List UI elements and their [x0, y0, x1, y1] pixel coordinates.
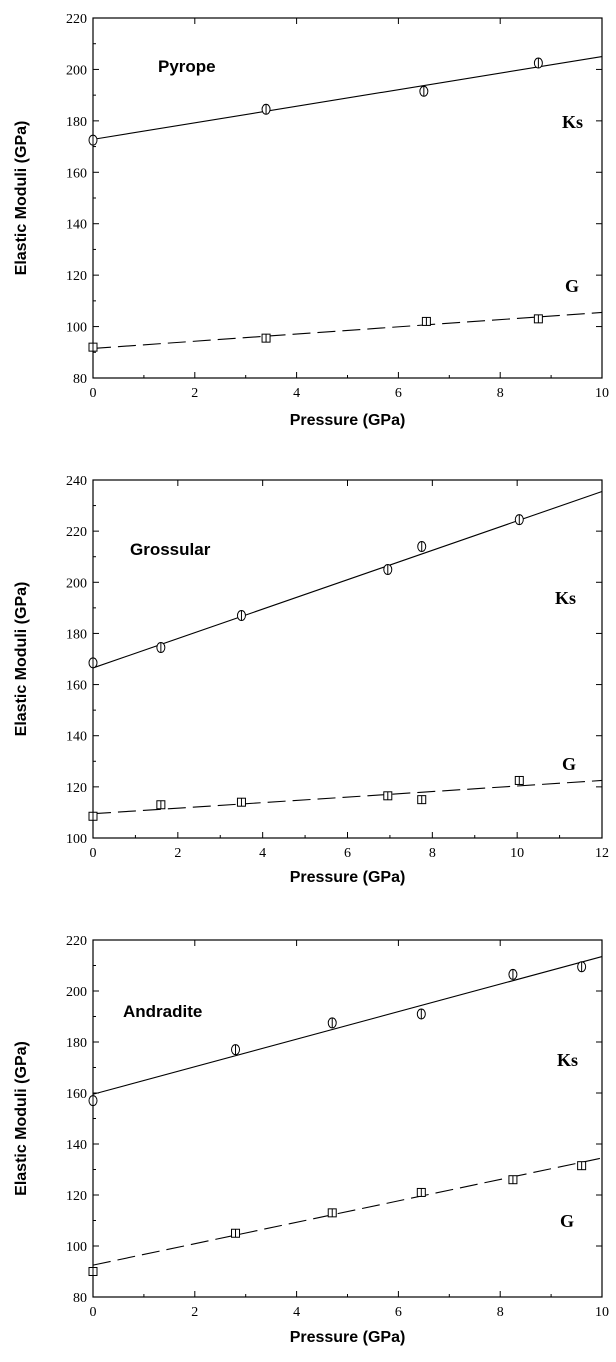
y-axis-title: Elastic Moduli (GPa)	[13, 121, 30, 276]
x-tick-label: 10	[595, 1305, 609, 1320]
x-tick-label: 10	[595, 386, 609, 401]
x-tick-label: 4	[293, 1305, 300, 1320]
y-tick-label: 100	[66, 321, 87, 336]
y-tick-label: 220	[66, 934, 87, 949]
y-tick-label: 100	[66, 1240, 87, 1255]
y-axis-title: Elastic Moduli (GPa)	[13, 582, 30, 737]
x-axis-title: Pressure (GPa)	[290, 1329, 406, 1346]
y-tick-label: 220	[66, 525, 87, 540]
y-tick-label: 200	[66, 576, 87, 591]
y-tick-label: 200	[66, 985, 87, 1000]
y-tick-label: 160	[66, 1087, 87, 1102]
fit-line-ks	[92, 956, 603, 1095]
fit-line-g	[92, 779, 603, 815]
panel-title: Pyrope	[158, 57, 216, 76]
panel-title: Andradite	[123, 1002, 202, 1021]
x-tick-label: 0	[90, 1305, 97, 1320]
fit-line-ks	[92, 56, 603, 140]
series-label-g: G	[560, 1211, 574, 1231]
chart-panel-andradite: 0 2 4 6 8 10 80 100 120 140 160 180 200 220 Pressure (…	[13, 934, 609, 1346]
y-tick-label: 120	[66, 1189, 87, 1204]
y-tick-label: 100	[66, 832, 87, 847]
series-label-ks: Ks	[557, 1050, 578, 1070]
x-tick-label: 6	[395, 386, 402, 401]
y-tick-label: 80	[73, 372, 87, 387]
y-tick-label: 140	[66, 218, 87, 233]
y-tick-label: 240	[66, 474, 87, 489]
y-tick-label: 80	[73, 1291, 87, 1306]
y-tick-label: 140	[66, 730, 87, 745]
y-tick-label: 200	[66, 63, 87, 78]
fit-line-ks	[92, 490, 603, 669]
x-tick-label: 4	[259, 846, 266, 861]
x-tick-label: 8	[429, 846, 436, 861]
x-tick-label: 10	[510, 846, 524, 861]
x-tick-label: 12	[595, 846, 609, 861]
x-tick-label: 6	[395, 1305, 402, 1320]
x-tick-label: 8	[497, 1305, 504, 1320]
x-tick-label: 4	[293, 386, 300, 401]
x-tick-label: 6	[344, 846, 351, 861]
y-tick-label: 120	[66, 269, 87, 284]
chart-panel-pyrope: 0 2 4 6 8 10 80 100 120 140 160 180 200 220 Pressure (…	[13, 12, 609, 429]
series-label-g: G	[565, 276, 579, 296]
y-tick-label: 220	[66, 12, 87, 27]
y-tick-label: 180	[66, 627, 87, 642]
y-tick-label: 160	[66, 679, 87, 694]
x-tick-label: 2	[174, 846, 181, 861]
fit-line-g	[92, 1157, 603, 1266]
plot-frame	[92, 939, 603, 1298]
y-tick-label: 120	[66, 781, 87, 796]
x-tick-label: 0	[90, 846, 97, 861]
x-tick-label: 8	[497, 386, 504, 401]
chart-panel-grossular: 0 2 4 6 8 10 12 100 120 140 160 180 200 220 240 Pressur…	[13, 474, 609, 886]
x-tick-label: 0	[90, 386, 97, 401]
series-label-ks: Ks	[562, 112, 583, 132]
panel-title: Grossular	[130, 540, 211, 559]
y-tick-label: 160	[66, 166, 87, 181]
x-tick-label: 2	[191, 386, 198, 401]
y-tick-label: 180	[66, 115, 87, 130]
y-tick-label: 140	[66, 1138, 87, 1153]
x-axis-title: Pressure (GPa)	[290, 869, 406, 886]
fit-line-g	[92, 311, 603, 349]
series-label-ks: Ks	[555, 588, 576, 608]
x-tick-label: 2	[191, 1305, 198, 1320]
plot-frame	[92, 479, 603, 839]
series-label-g: G	[562, 754, 576, 774]
y-tick-label: 180	[66, 1036, 87, 1051]
x-axis-title: Pressure (GPa)	[290, 412, 406, 429]
y-axis-title: Elastic Moduli (GPa)	[13, 1041, 30, 1196]
